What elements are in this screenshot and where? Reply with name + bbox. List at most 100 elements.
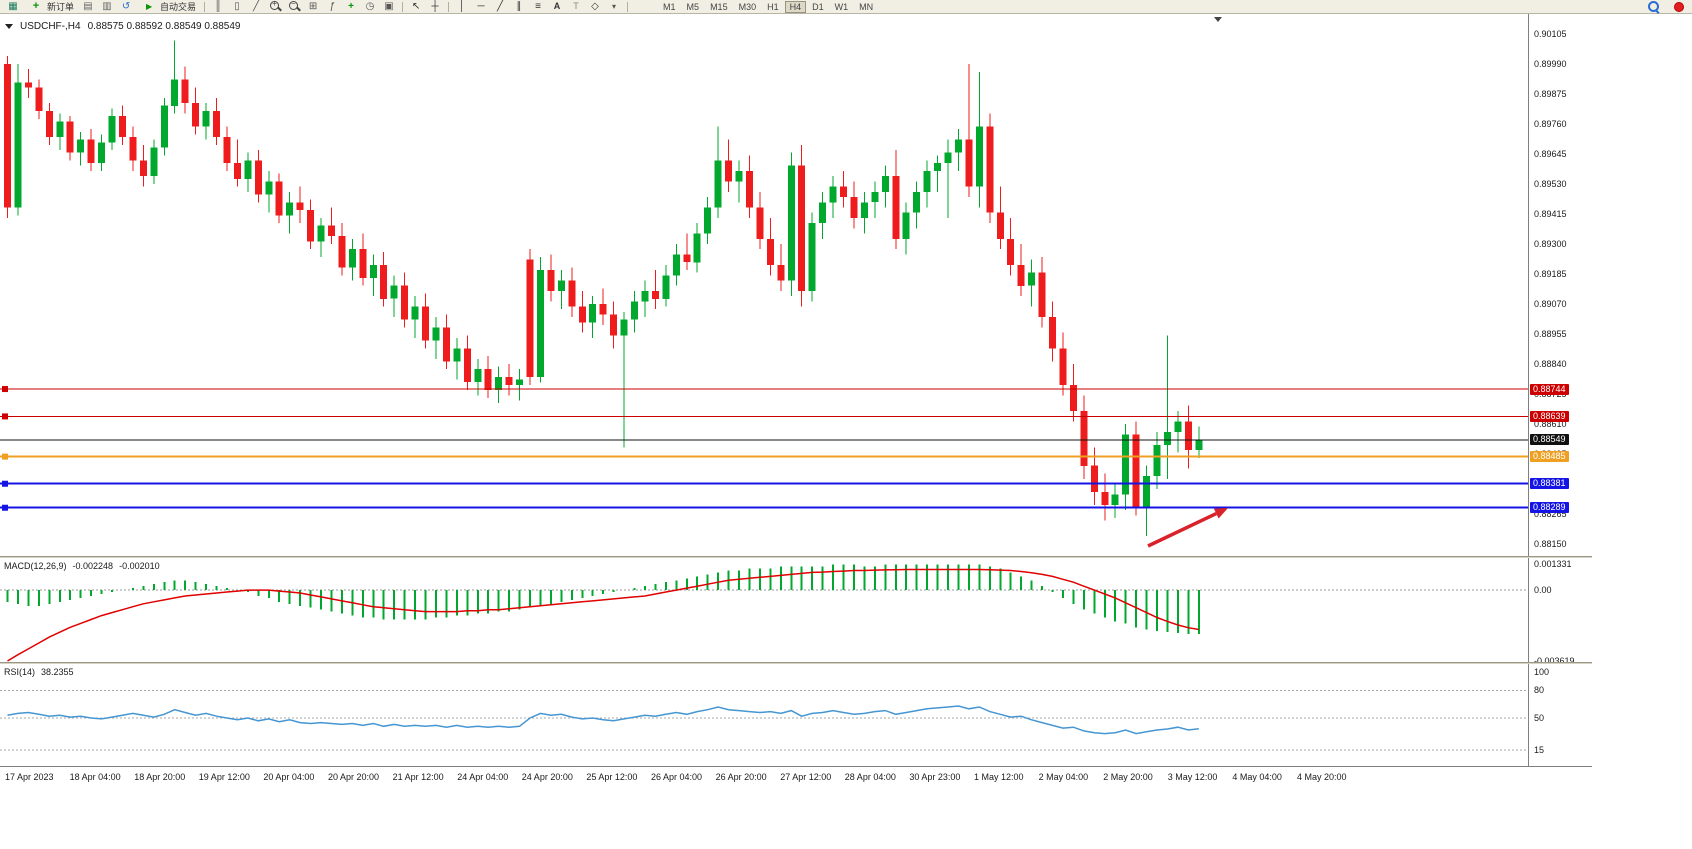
resistance-line-2-handle[interactable] [2, 413, 8, 420]
candle-up [902, 212, 910, 239]
candle-down [1049, 317, 1056, 349]
candle-up [735, 171, 743, 182]
candle-up [975, 126, 983, 187]
one-click-trading-toggle-icon[interactable] [5, 24, 13, 29]
candle-down [254, 160, 262, 195]
macd-value-main: -0.002248 [72, 561, 114, 571]
zoom-in-icon[interactable] [266, 0, 284, 13]
trendline-tool-icon[interactable] [491, 0, 509, 13]
price-axis[interactable]: 0.90105 0.89990 0.89875 0.89760 0.89645 0.895… [1528, 14, 1592, 556]
indicators-icon[interactable] [323, 0, 341, 13]
support-line-blue-2-handle[interactable] [2, 504, 8, 511]
annotation-arrow-shaft[interactable] [1147, 511, 1218, 548]
candle-up [536, 270, 544, 378]
time-axis-label: 24 Apr 20:00 [521, 772, 573, 782]
macd-panel[interactable]: MACD(12,26,9) -0.002248 -0.002010 [0, 558, 1528, 662]
timeframe-mn[interactable]: MN [859, 1, 874, 12]
candle-up [369, 264, 377, 278]
new-order-button[interactable]: 新订单 [23, 0, 78, 13]
candle-up [672, 254, 680, 276]
templates-icon[interactable] [380, 0, 398, 13]
toolbar-right-group [1647, 0, 1688, 13]
candle-up [14, 82, 22, 208]
tools-dropdown-icon[interactable] [605, 0, 623, 13]
price-tick-label: 0.89070 [1534, 299, 1567, 309]
crosshair-icon[interactable] [426, 0, 444, 13]
time-axis[interactable]: 17 Apr 2023 18 Apr 04:00 18 Apr 20:00 19 Ap… [0, 766, 1592, 786]
annotation-arrow-head[interactable] [1213, 508, 1228, 519]
candle-up [286, 202, 294, 216]
timeframe-m30[interactable]: M30 [738, 1, 757, 12]
refresh-icon[interactable] [117, 0, 135, 13]
candle-down [840, 186, 847, 197]
rsi-axis[interactable]: 100 80 50 15 [1528, 664, 1592, 766]
candle-up [244, 160, 252, 179]
panel-separator[interactable] [0, 662, 1592, 664]
text-tool-icon[interactable] [548, 0, 566, 13]
horizontal-line-tool-icon[interactable] [472, 0, 490, 13]
new-order-label: 新订单 [47, 2, 75, 12]
shapes-tool-icon[interactable] [586, 0, 604, 13]
candlestick-chart-icon[interactable] [228, 0, 246, 13]
time-axis-label: 26 Apr 04:00 [651, 772, 703, 782]
auto-trading-label: 自动交易 [160, 2, 197, 12]
support-line-orange-handle[interactable] [2, 453, 8, 460]
candle-up [641, 291, 649, 302]
price-tag-0.88639: 0.88639 [1530, 410, 1569, 422]
bar-chart-icon[interactable] [209, 0, 227, 13]
price-chart-panel[interactable]: USDCHF-,H4 0.88575 0.88592 0.88549 0.885… [0, 14, 1528, 556]
label-tool-icon[interactable] [567, 0, 585, 13]
search-icon[interactable] [1647, 0, 1660, 13]
zoom-out-icon[interactable] [285, 0, 303, 13]
rsi-panel[interactable]: RSI(14) 38.2355 [0, 664, 1528, 766]
line-chart-icon[interactable] [247, 0, 265, 13]
resistance-line-1-handle[interactable] [2, 386, 8, 393]
price-tick-label: 0.89645 [1534, 149, 1567, 159]
add-indicator-icon[interactable] [342, 0, 360, 13]
auto-trading-button[interactable]: 自动交易 [136, 0, 200, 13]
periods-icon[interactable] [361, 0, 379, 13]
time-axis-label: 30 Apr 23:00 [909, 772, 961, 782]
timeframe-m15[interactable]: M15 [710, 1, 728, 12]
timeframe-m1[interactable]: M1 [663, 1, 676, 12]
timeframe-d1[interactable]: D1 [812, 1, 824, 12]
timeframe-h4[interactable]: H4 [784, 0, 807, 13]
timeframe-w1[interactable]: W1 [834, 1, 849, 12]
support-line-blue-1-handle[interactable] [2, 480, 8, 487]
panel-separator[interactable] [0, 556, 1592, 558]
candle-down [1101, 491, 1109, 505]
candle-down [307, 210, 315, 242]
candle-up [704, 207, 712, 234]
macd-svg[interactable] [0, 558, 1528, 662]
rsi-svg[interactable] [0, 664, 1528, 766]
vertical-line-tool-icon[interactable] [453, 0, 471, 13]
profiles-icon[interactable] [79, 0, 97, 13]
fibonacci-tool-icon[interactable] [529, 0, 547, 13]
market-watch-icon[interactable] [98, 0, 116, 13]
candle-down [777, 264, 785, 281]
price-tick-label: 0.88955 [1534, 329, 1567, 339]
cursor-icon[interactable] [407, 0, 425, 13]
candle-down [45, 111, 53, 138]
candle-down [484, 369, 492, 391]
candle-down [725, 160, 733, 182]
candle-up [317, 225, 325, 242]
tile-windows-icon[interactable] [304, 0, 322, 13]
notification-badge[interactable] [1674, 1, 1684, 12]
new-chart-icon[interactable] [4, 0, 22, 13]
candle-up [934, 163, 942, 171]
macd-axis[interactable]: 0.001331 0.00 -0.003619 [1528, 558, 1592, 666]
time-axis-label: 18 Apr 20:00 [134, 772, 186, 782]
candle-up [631, 301, 638, 320]
timeframe-m5[interactable]: M5 [686, 1, 700, 12]
timeframe-h1[interactable]: H1 [767, 1, 779, 12]
price-chart-svg[interactable] [0, 14, 1528, 556]
candle-up [1163, 431, 1171, 445]
toolbar-separator [448, 1, 450, 12]
time-axis-label: 25 Apr 12:00 [586, 772, 638, 782]
candle-down [1080, 411, 1088, 466]
candle-up [954, 139, 962, 153]
chart-shift-marker[interactable] [1214, 17, 1222, 22]
candle-down [610, 314, 618, 336]
channel-tool-icon[interactable] [510, 0, 528, 13]
